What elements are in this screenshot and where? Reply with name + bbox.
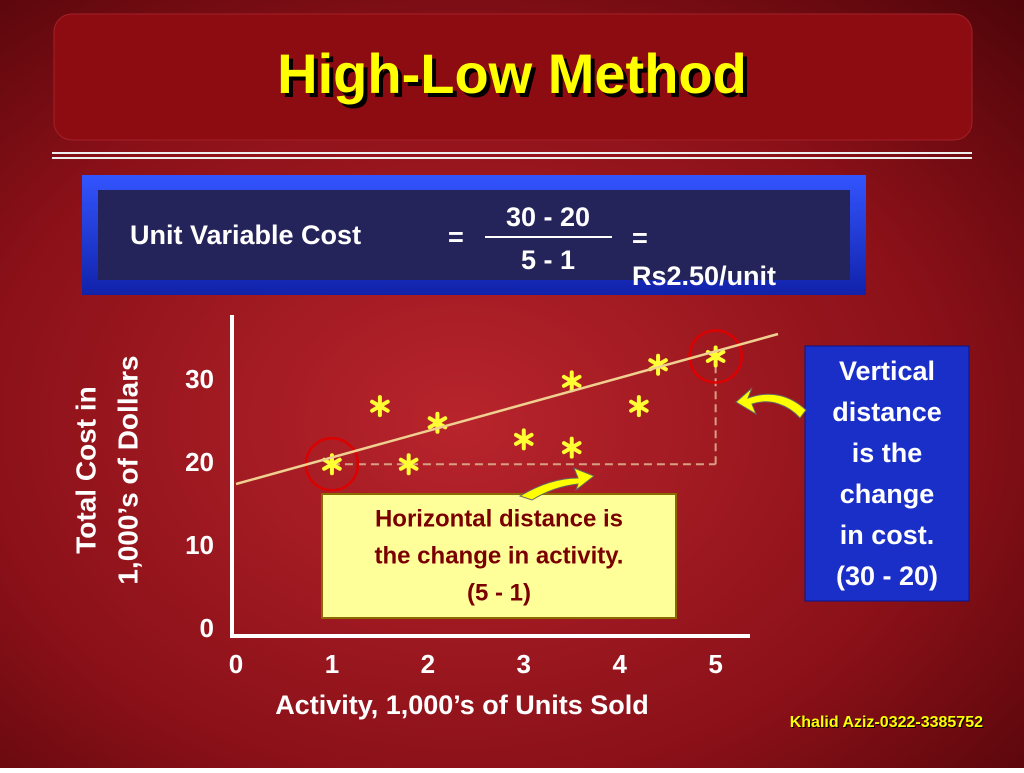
y-axis-label: 1,000’s of Dollars bbox=[112, 355, 143, 584]
y-tick-label: 0 bbox=[200, 613, 214, 643]
x-tick-label: 0 bbox=[229, 649, 243, 679]
footer-shadow: Khalid Aziz-0322-3385752 bbox=[791, 715, 984, 732]
arrow bbox=[735, 387, 807, 419]
point bbox=[398, 453, 419, 476]
footer: Khalid Aziz-0322-3385752 bbox=[790, 714, 983, 731]
x-tick-label: 3 bbox=[517, 649, 531, 679]
numerator: 30 - 20 bbox=[506, 202, 590, 232]
result: Rs2.50/unit bbox=[632, 261, 776, 291]
horizontal-callout bbox=[321, 493, 677, 619]
point bbox=[370, 395, 390, 418]
highlight-circle bbox=[688, 329, 743, 384]
x-axis-label: Activity, 1,000’s of Units Sold bbox=[275, 690, 649, 720]
point bbox=[629, 395, 649, 418]
vertical-callout-text: is the bbox=[852, 438, 923, 468]
horizontal-callout-text: the change in activity. bbox=[375, 542, 624, 569]
point bbox=[513, 428, 534, 451]
point bbox=[561, 436, 582, 459]
formula-label: Unit Variable Cost bbox=[130, 220, 361, 250]
formula-equals: = bbox=[448, 222, 464, 252]
vertical-callout-text: change bbox=[840, 479, 935, 509]
denominator: 5 - 1 bbox=[521, 245, 575, 275]
vertical-callout-text: distance bbox=[832, 397, 942, 427]
point bbox=[561, 370, 582, 393]
horizontal-callout-text: (5 - 1) bbox=[467, 579, 531, 606]
x-tick-label: 2 bbox=[421, 649, 435, 679]
x-tick-label: 1 bbox=[325, 649, 339, 679]
y-axis-label: Total Cost in bbox=[70, 386, 101, 553]
arrow bbox=[518, 467, 595, 501]
title-shadow: High-Low Method bbox=[281, 46, 751, 109]
y-tick-label: 20 bbox=[185, 447, 214, 477]
title: High-Low Method bbox=[277, 42, 747, 105]
plot: 0 10 20 30 0 1 2 3 4 5 Activity, 1,000’s of Units … bbox=[70, 315, 750, 720]
vertical-callout bbox=[804, 345, 970, 602]
y-tick-label: 30 bbox=[185, 364, 214, 394]
title-banner bbox=[53, 13, 973, 141]
vertical-callout-text: (30 - 20) bbox=[836, 561, 938, 591]
horizontal-callout-text: Horizontal distance is bbox=[375, 505, 623, 532]
x-tick-label: 4 bbox=[612, 649, 627, 679]
y-tick-label: 10 bbox=[185, 530, 214, 560]
vertical-callout-text: Vertical bbox=[839, 356, 935, 386]
vertical-callout-text: in cost. bbox=[840, 520, 935, 550]
result: = bbox=[632, 223, 648, 253]
x-tick-label: 5 bbox=[708, 649, 722, 679]
trend-line bbox=[235, 332, 779, 486]
formula-box bbox=[98, 190, 850, 280]
